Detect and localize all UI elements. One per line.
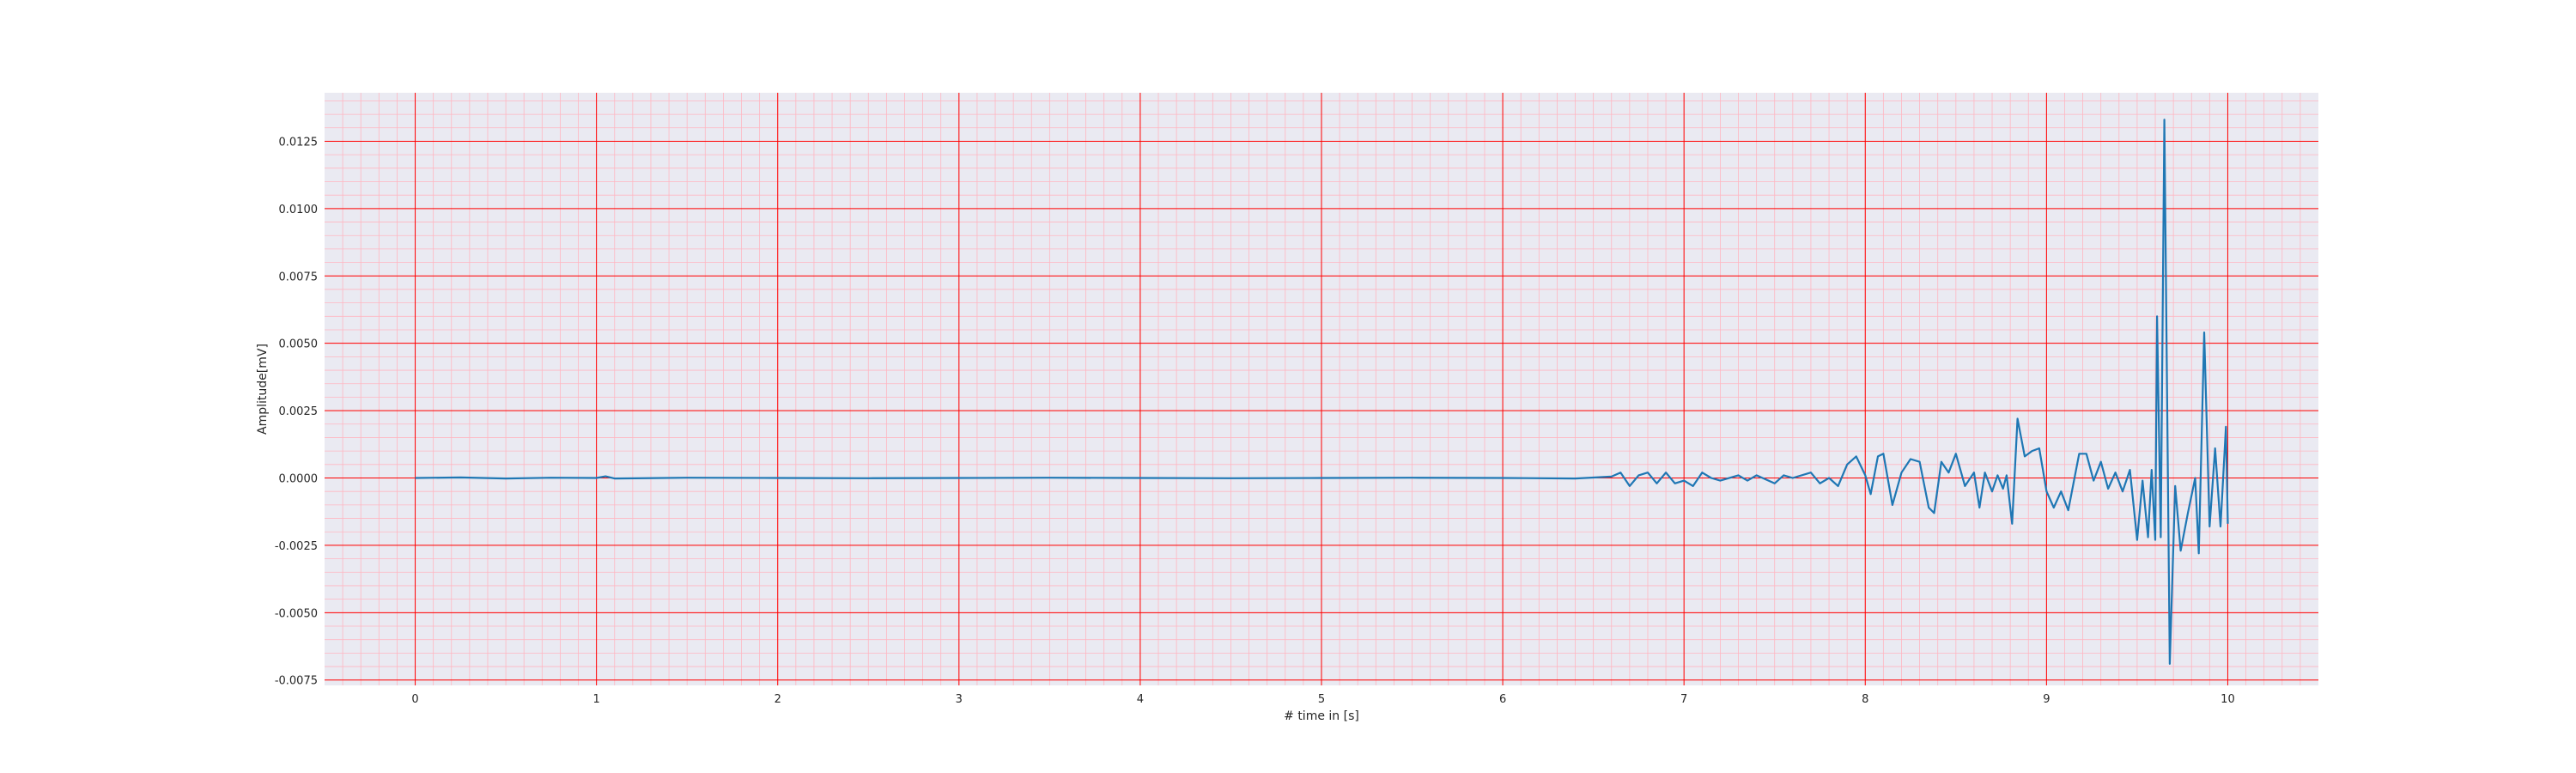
series-line xyxy=(415,119,2229,665)
x-tick-label: 2 xyxy=(775,693,781,706)
y-tick-label: 0.0025 xyxy=(279,405,319,418)
y-tick-label: 0.0000 xyxy=(279,473,319,486)
x-tick-label: 1 xyxy=(592,693,599,706)
y-axis-label: Amplitude[mV] xyxy=(256,344,270,435)
y-tick-label: 0.0100 xyxy=(279,204,319,216)
x-tick-label: 9 xyxy=(2043,693,2050,706)
major-grid xyxy=(325,93,2318,685)
x-tick-label: 10 xyxy=(2221,693,2235,706)
y-tick-label: -0.0075 xyxy=(275,675,318,688)
y-tick-label: -0.0050 xyxy=(275,607,318,620)
x-tick-label: 3 xyxy=(956,693,963,706)
y-tick-label: -0.0025 xyxy=(275,540,318,553)
x-tick-label: 5 xyxy=(1318,693,1325,706)
x-tick-label: 0 xyxy=(411,693,418,706)
x-axis-label: # time in [s] xyxy=(1284,709,1359,723)
y-tick-label: 0.0050 xyxy=(279,338,319,351)
x-tick-label: 8 xyxy=(1862,693,1868,706)
series-layer xyxy=(415,119,2229,665)
x-tick-label: 7 xyxy=(1680,693,1687,706)
x-tick-label: 6 xyxy=(1499,693,1506,706)
y-tick-label: 0.0075 xyxy=(279,271,319,283)
y-axis-ticks: -0.0075 -0.0050 -0.0025 0.0000 0.0025 0.0050 0… xyxy=(275,136,318,687)
x-tick-label: 4 xyxy=(1137,693,1144,706)
x-axis-ticks: 0 1 2 3 4 5 6 7 8 9 10 xyxy=(411,693,2234,706)
y-tick-label: 0.0125 xyxy=(279,136,319,149)
